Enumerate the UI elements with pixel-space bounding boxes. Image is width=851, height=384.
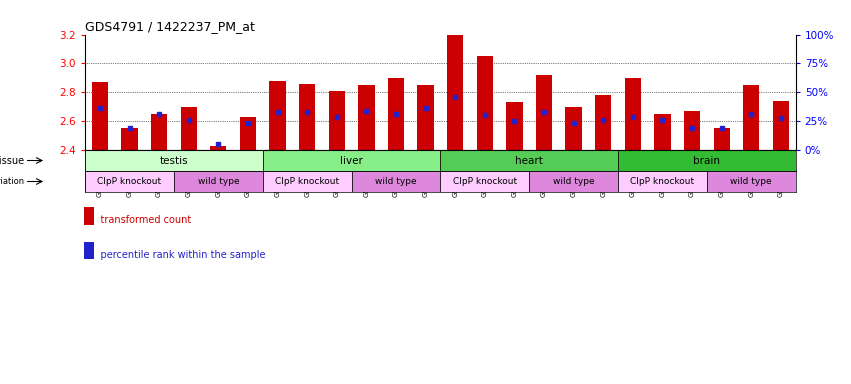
Bar <box>180 107 197 150</box>
Text: ClpP knockout: ClpP knockout <box>453 177 517 186</box>
Bar <box>477 56 493 150</box>
Text: ■  transformed count: ■ transformed count <box>85 215 191 225</box>
Bar <box>441 171 529 192</box>
Bar <box>684 111 700 150</box>
Bar <box>773 101 789 150</box>
Text: ClpP knockout: ClpP knockout <box>631 177 694 186</box>
Bar <box>85 171 174 192</box>
Bar <box>263 171 351 192</box>
Bar <box>618 150 796 171</box>
Bar <box>328 91 345 150</box>
Bar <box>240 117 256 150</box>
Bar <box>299 84 316 150</box>
Bar <box>92 82 108 150</box>
Bar <box>625 78 641 150</box>
Bar <box>529 171 618 192</box>
Text: heart: heart <box>515 156 543 166</box>
Bar <box>713 128 730 150</box>
Bar <box>263 150 441 171</box>
Bar <box>565 107 582 150</box>
Text: GDS4791 / 1422237_PM_at: GDS4791 / 1422237_PM_at <box>85 20 255 33</box>
Bar <box>506 103 523 150</box>
Text: tissue: tissue <box>0 156 25 166</box>
Bar <box>447 35 463 150</box>
Text: ClpP knockout: ClpP knockout <box>98 177 162 186</box>
Text: genotype/variation: genotype/variation <box>0 177 25 186</box>
Bar <box>210 146 226 150</box>
Text: wild type: wild type <box>730 177 772 186</box>
Bar <box>388 78 404 150</box>
Bar <box>743 85 759 150</box>
Bar <box>418 85 434 150</box>
Bar <box>654 114 671 150</box>
Bar <box>151 114 168 150</box>
Bar <box>536 75 552 150</box>
Bar <box>351 171 441 192</box>
Bar <box>122 128 138 150</box>
Bar <box>358 85 374 150</box>
Bar <box>270 81 286 150</box>
Text: ClpP knockout: ClpP knockout <box>275 177 340 186</box>
Text: brain: brain <box>694 156 720 166</box>
Text: wild type: wild type <box>375 177 417 186</box>
Bar <box>85 150 263 171</box>
Text: liver: liver <box>340 156 363 166</box>
Text: testis: testis <box>160 156 188 166</box>
Bar <box>707 171 796 192</box>
Bar <box>595 95 611 150</box>
Text: wild type: wild type <box>553 177 595 186</box>
Bar <box>174 171 263 192</box>
Text: wild type: wild type <box>197 177 239 186</box>
Bar <box>618 171 707 192</box>
Bar <box>441 150 618 171</box>
Text: ■  percentile rank within the sample: ■ percentile rank within the sample <box>85 250 266 260</box>
